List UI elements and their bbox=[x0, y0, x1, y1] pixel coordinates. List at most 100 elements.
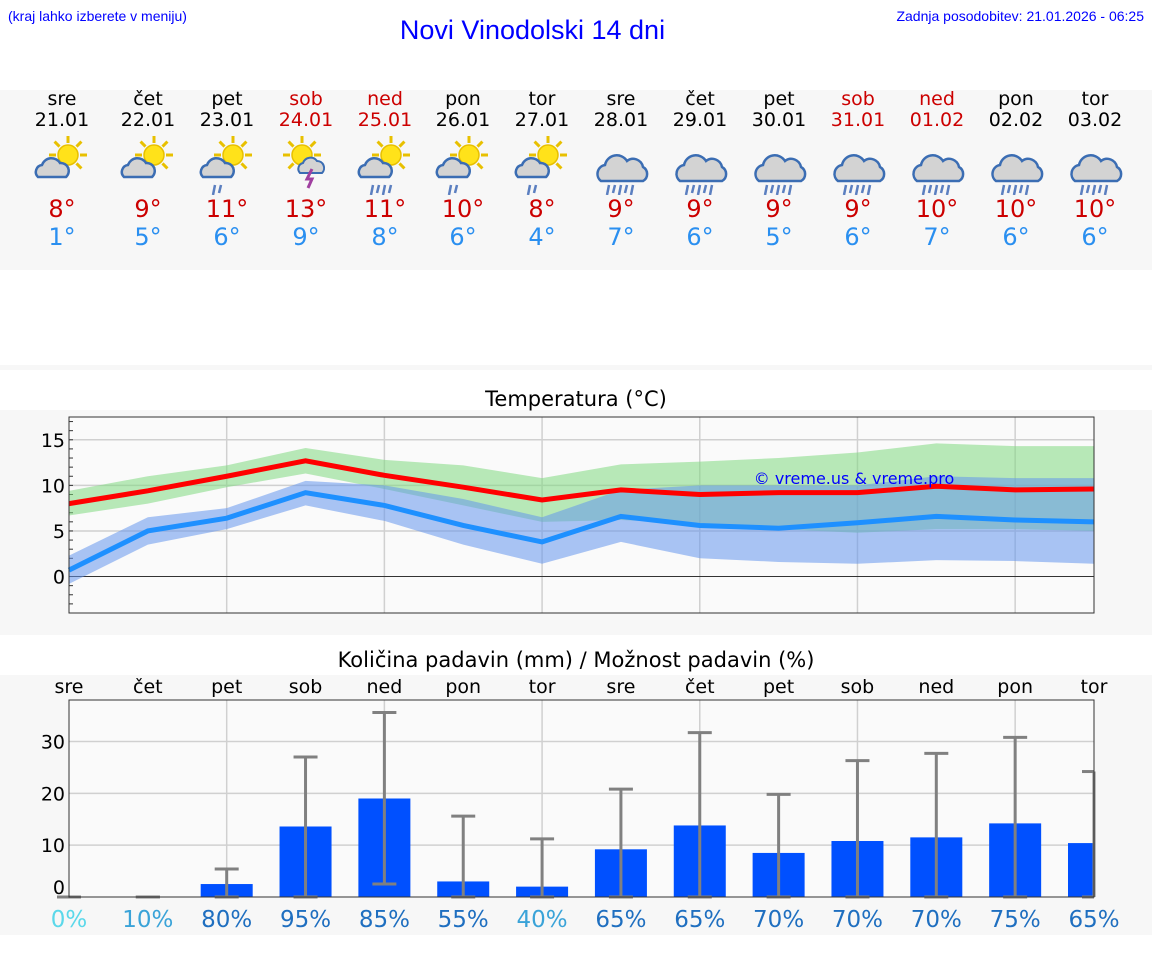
day-date: 30.01 bbox=[751, 109, 807, 131]
rain-icon bbox=[921, 184, 951, 195]
max-temperature: 8° bbox=[48, 195, 76, 223]
x-day-label: sob bbox=[289, 676, 323, 698]
x-day-label: pon bbox=[445, 676, 481, 698]
weather-icon-sun-thunderstorm bbox=[283, 136, 326, 189]
day-forecast: pet 30.01 9° 5° bbox=[739, 89, 819, 251]
day-forecast: pon 02.02 10° 6° bbox=[976, 89, 1056, 251]
day-date: 28.01 bbox=[593, 109, 649, 131]
min-temperature: 5° bbox=[134, 223, 162, 251]
day-forecast: ned 25.01 11° 8° bbox=[345, 89, 425, 251]
max-temperature: 9° bbox=[765, 195, 793, 223]
cloud-icon bbox=[435, 156, 471, 179]
day-name: čet bbox=[685, 88, 715, 110]
precipitation-probability: 40% bbox=[517, 907, 568, 933]
precipitation-probability: 55% bbox=[438, 907, 489, 933]
day-date: 03.02 bbox=[1067, 109, 1123, 131]
y-tick-label: 10 bbox=[41, 835, 65, 857]
last-updated: Zadnja posodobitev: 21.01.2026 - 06:25 bbox=[896, 8, 1144, 24]
precipitation-probability: 10% bbox=[122, 907, 173, 933]
precipitation-probability: 95% bbox=[280, 907, 331, 933]
max-temperature: 9° bbox=[686, 195, 714, 223]
precipitation-bar bbox=[1068, 843, 1094, 897]
min-temperature: 4° bbox=[528, 223, 556, 251]
max-temperature: 9° bbox=[844, 195, 872, 223]
max-temperature: 9° bbox=[607, 195, 635, 223]
x-day-label: čet bbox=[685, 676, 715, 698]
day-forecast: sob 31.01 9° 6° bbox=[818, 89, 898, 251]
min-temperature: 1° bbox=[48, 223, 76, 251]
day-name: čet bbox=[133, 88, 163, 110]
x-day-label: tor bbox=[529, 676, 556, 698]
day-forecast: sre 28.01 9° 7° bbox=[581, 89, 661, 251]
day-name: sre bbox=[47, 88, 77, 110]
precipitation-probability: 0% bbox=[51, 907, 88, 933]
max-temperature: 11° bbox=[205, 195, 249, 223]
cloud-icon bbox=[120, 156, 156, 179]
line-min bbox=[67, 490, 1095, 573]
max-temperature: 10° bbox=[1073, 195, 1117, 223]
cloud-icon bbox=[297, 156, 326, 174]
precipitation-probability: 80% bbox=[201, 907, 252, 933]
cloud-icon bbox=[199, 156, 235, 179]
day-forecast: čet 29.01 9° 6° bbox=[660, 89, 740, 251]
day-date: 24.01 bbox=[278, 109, 334, 131]
precipitation-probability: 85% bbox=[359, 907, 410, 933]
plot-frame bbox=[68, 416, 1095, 614]
sun-icon bbox=[372, 136, 410, 174]
weather-icon-cloud-rain bbox=[754, 154, 807, 195]
plot-frame bbox=[68, 699, 1095, 898]
weather-icon-sun-cloud bbox=[34, 136, 87, 179]
day-name: pet bbox=[211, 88, 243, 110]
weather-icon-cloud-rain bbox=[991, 154, 1044, 195]
cloud-icon bbox=[912, 154, 965, 183]
rain-icon bbox=[369, 184, 393, 195]
precipitation-probability: 65% bbox=[595, 907, 646, 933]
rain-icon bbox=[526, 184, 538, 195]
min-temperature: 6° bbox=[1002, 223, 1030, 251]
cloud-icon bbox=[833, 154, 886, 183]
day-date: 31.01 bbox=[830, 109, 886, 131]
precipitation-probability: 70% bbox=[832, 907, 883, 933]
min-temperature: 7° bbox=[607, 223, 635, 251]
x-day-label: sre bbox=[55, 676, 84, 698]
location-hint: (kraj lahko izberete v meniju) bbox=[8, 8, 187, 24]
day-forecast: tor 03.02 10° 6° bbox=[1055, 89, 1135, 251]
cloud-icon bbox=[991, 154, 1044, 183]
cloud-icon bbox=[357, 156, 393, 179]
min-temperature: 6° bbox=[1081, 223, 1109, 251]
day-date: 25.01 bbox=[357, 109, 413, 131]
precipitation-chart: 0 10 20 30 sre 0% čet 10% pet 80% sob 95% ned 85% pon 5… bbox=[41, 676, 1120, 933]
min-temperature: 8° bbox=[371, 223, 399, 251]
rain-icon bbox=[684, 184, 714, 195]
day-name: sre bbox=[606, 88, 636, 110]
cloud-icon bbox=[754, 154, 807, 183]
x-day-label: ned bbox=[918, 676, 954, 698]
x-day-label: pet bbox=[211, 676, 242, 698]
cloud-icon bbox=[675, 154, 728, 183]
day-date: 21.01 bbox=[34, 109, 90, 131]
weather-icon-sun-cloud bbox=[120, 136, 173, 179]
rain-icon bbox=[842, 184, 872, 195]
max-temperature: 10° bbox=[994, 195, 1038, 223]
day-forecast: ned 01.02 10° 7° bbox=[897, 89, 977, 251]
day-name: pon bbox=[998, 88, 1034, 110]
day-forecast: pon 26.01 10° 6° bbox=[423, 89, 503, 251]
x-day-label: pon bbox=[997, 676, 1033, 698]
y-tick-label: 5 bbox=[53, 521, 65, 543]
weather-icon-cloud-rain bbox=[596, 154, 649, 195]
day-date: 22.01 bbox=[120, 109, 176, 131]
precipitation-probability: 70% bbox=[753, 907, 804, 933]
weather-icon-cloud-rain bbox=[675, 154, 728, 195]
day-name: ned bbox=[367, 88, 403, 110]
day-name: sob bbox=[289, 88, 323, 110]
weather-icon-sun-cloud-light-rain bbox=[199, 136, 252, 195]
day-name: tor bbox=[528, 88, 556, 110]
cloud-icon bbox=[514, 156, 550, 179]
weather-icon-sun-cloud-light-rain bbox=[514, 136, 567, 195]
day-date: 01.02 bbox=[909, 109, 965, 131]
day-name: tor bbox=[1081, 88, 1109, 110]
day-date: 29.01 bbox=[672, 109, 728, 131]
day-forecast: sob 24.01 13° 9° bbox=[266, 88, 346, 252]
lightning-icon bbox=[304, 168, 315, 189]
y-tick-label: 15 bbox=[41, 430, 65, 452]
